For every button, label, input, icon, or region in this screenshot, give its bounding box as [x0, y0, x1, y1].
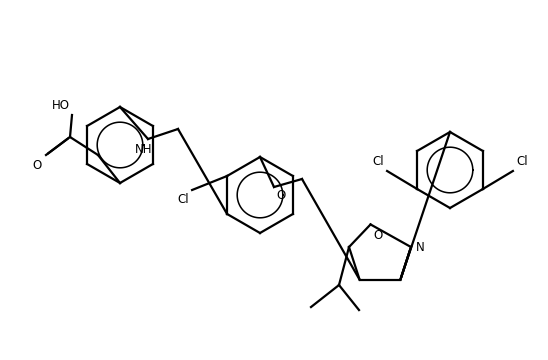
- Text: NH: NH: [135, 143, 153, 156]
- Text: O: O: [33, 159, 42, 172]
- Text: Cl: Cl: [178, 193, 189, 206]
- Text: N: N: [416, 240, 425, 253]
- Text: HO: HO: [52, 99, 70, 112]
- Text: O: O: [276, 189, 286, 202]
- Text: O: O: [374, 229, 383, 242]
- Text: Cl: Cl: [373, 155, 384, 168]
- Text: Cl: Cl: [516, 155, 528, 168]
